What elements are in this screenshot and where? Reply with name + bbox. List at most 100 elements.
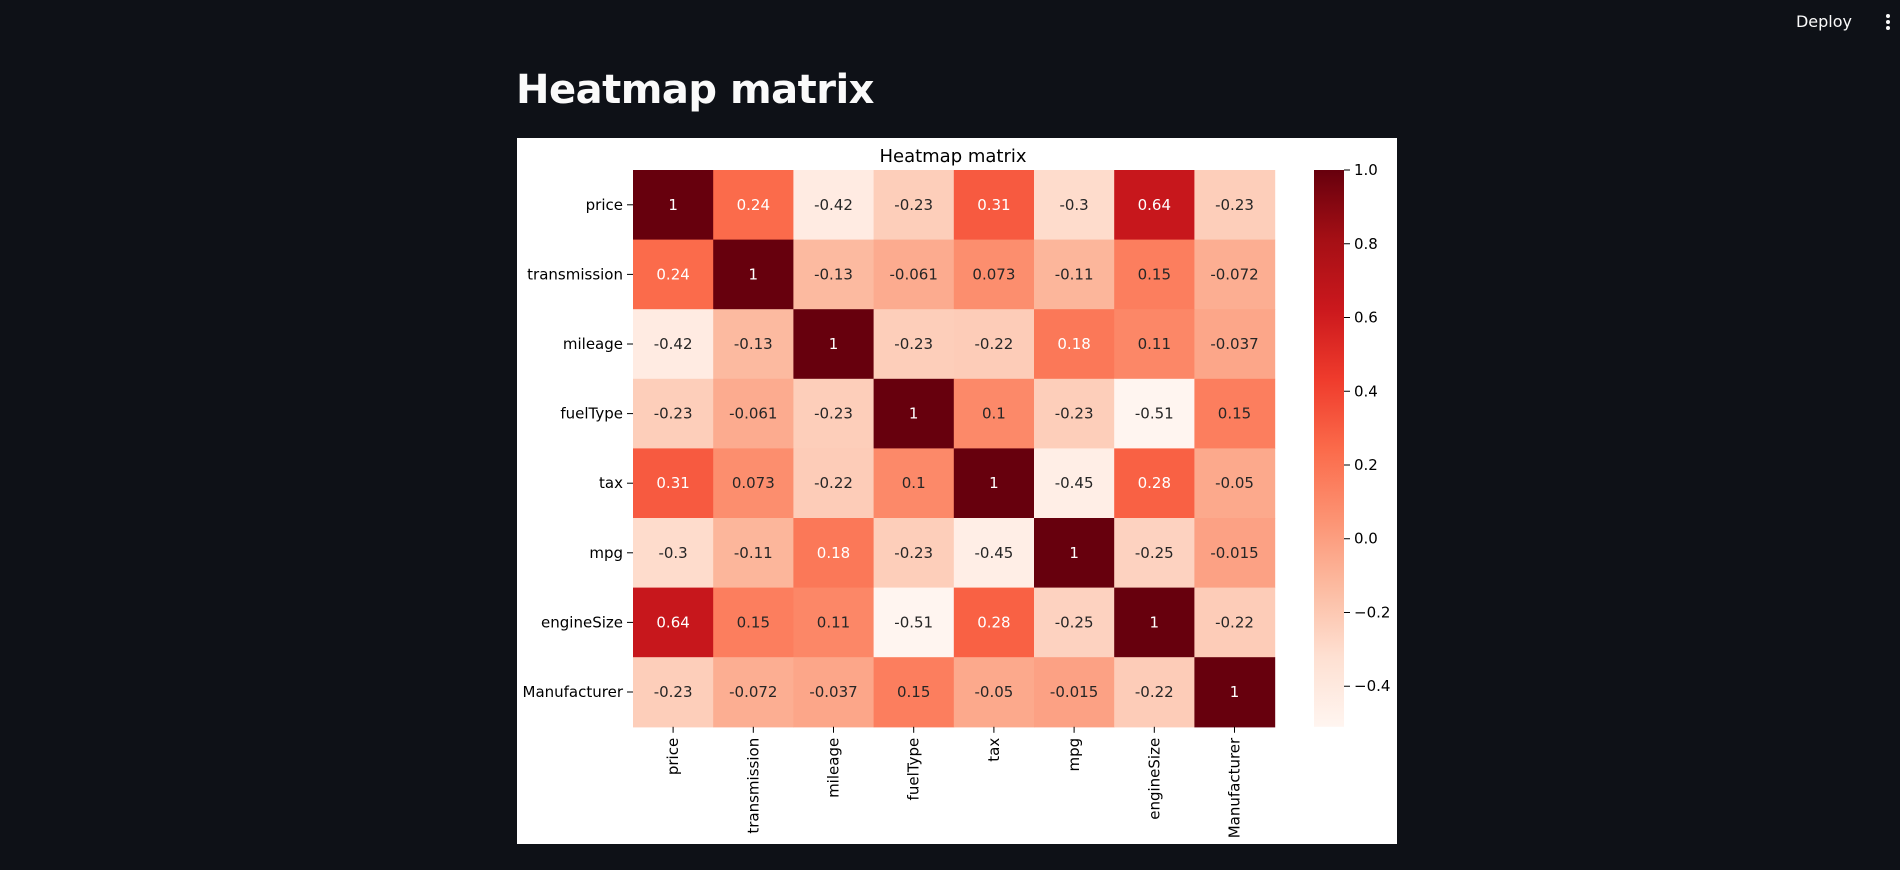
colorbar-tick-label: 0.2 (1354, 456, 1378, 474)
cell-value-label: -0.11 (734, 544, 773, 562)
heatmap-cell-transmission-fuelType (873, 239, 955, 310)
cell-value-label: 0.18 (1057, 335, 1090, 353)
heatmap-cell-tax-transmission (713, 448, 794, 519)
heatmap-cell-Manufacturer-price (633, 657, 714, 728)
cell-value-label: -0.072 (1210, 265, 1258, 283)
cell-value-label: 1 (749, 265, 759, 283)
cell-value-label: -0.23 (894, 544, 933, 562)
y-tick-label: Manufacturer (523, 683, 624, 701)
heatmap-cell-engineSize-fuelType (873, 587, 955, 658)
heatmap-cell-engineSize-tax (953, 587, 1035, 658)
cell-value-label: -0.037 (1210, 335, 1258, 353)
heatmap-cell-transmission-transmission (713, 239, 794, 310)
heatmap-cell-engineSize-Manufacturer (1194, 587, 1276, 658)
cell-value-label: -0.45 (974, 544, 1013, 562)
cell-value-label: -0.3 (658, 544, 687, 562)
cell-value-label: 0.18 (817, 544, 850, 562)
colorbar-tick-label: 1.0 (1354, 161, 1378, 179)
cell-value-label: -0.037 (809, 683, 857, 701)
heatmap-cell-mpg-engineSize (1114, 518, 1195, 589)
cell-value-label: 0.64 (1138, 196, 1171, 214)
cell-value-label: 0.28 (1138, 474, 1171, 492)
cell-value-label: 0.31 (977, 196, 1010, 214)
heatmap-cell-engineSize-transmission (713, 587, 794, 658)
heatmap-cell-mileage-mpg (1034, 309, 1115, 380)
heatmap-cell-mpg-tax (953, 518, 1035, 589)
colorbar-tick-label: −0.4 (1354, 677, 1390, 695)
heatmap-cell-Manufacturer-transmission (713, 657, 794, 728)
heatmap-cell-fuelType-tax (953, 378, 1035, 449)
cell-value-label: 0.073 (732, 474, 775, 492)
heatmap-cell-engineSize-mileage (793, 587, 875, 658)
cell-value-label: -0.23 (1055, 405, 1094, 423)
heatmap-cell-fuelType-engineSize (1114, 378, 1195, 449)
cell-value-label: 0.24 (656, 265, 689, 283)
heatmap-cell-tax-Manufacturer (1194, 448, 1276, 519)
colorbar-tick-label: 0.0 (1354, 530, 1378, 548)
cell-value-label: 0.15 (737, 613, 770, 631)
heatmap-cell-mileage-engineSize (1114, 309, 1195, 380)
heatmap-chart: Heatmap matrix 1 0.24 -0.42 -0.23 0.31 -0.3 0.… (523, 146, 1391, 838)
cell-value-label: -0.13 (814, 265, 853, 283)
heatmap-cell-price-fuelType (873, 170, 955, 241)
heatmap-cell-mpg-mpg (1034, 518, 1115, 589)
cell-value-label: 0.28 (977, 613, 1010, 631)
heatmap-cell-tax-tax (953, 448, 1035, 519)
y-tick-label: price (586, 196, 623, 214)
heatmap-cell-tax-engineSize (1114, 448, 1195, 519)
heatmap-cell-mpg-Manufacturer (1194, 518, 1276, 589)
deploy-button[interactable]: Deploy (1795, 12, 1852, 31)
cell-value-label: -0.061 (890, 265, 938, 283)
cell-value-label: 0.15 (1138, 265, 1171, 283)
x-tick-label: price (664, 738, 682, 775)
heatmap-cell-mileage-transmission (713, 309, 794, 380)
cell-value-label: 1 (668, 196, 678, 214)
kebab-menu-icon[interactable] (1882, 12, 1894, 32)
y-tick-label: transmission (527, 265, 623, 283)
cell-value-label: 0.073 (972, 265, 1015, 283)
heatmap-cell-Manufacturer-engineSize (1114, 657, 1195, 728)
x-tick-label: tax (985, 738, 1003, 762)
heatmap-cell-fuelType-price (633, 378, 714, 449)
cell-value-label: -0.42 (814, 196, 853, 214)
cell-value-label: -0.23 (894, 196, 933, 214)
cell-value-label: -0.42 (654, 335, 693, 353)
heatmap-cell-tax-price (633, 448, 714, 519)
heatmap-cell-mpg-mileage (793, 518, 875, 589)
y-tick-label: engineSize (541, 613, 623, 631)
heatmap-cell-mileage-tax (953, 309, 1035, 380)
heatmap-cell-fuelType-Manufacturer (1194, 378, 1276, 449)
cell-value-label: -0.11 (1055, 265, 1094, 283)
cell-value-label: -0.51 (1135, 405, 1174, 423)
cell-value-label: 0.11 (1138, 335, 1171, 353)
heatmap-cell-fuelType-transmission (713, 378, 794, 449)
heatmap-cell-mileage-fuelType (873, 309, 955, 380)
heatmap-cell-mpg-fuelType (873, 518, 955, 589)
heatmap-cell-fuelType-fuelType (873, 378, 955, 449)
heatmap-cell-fuelType-mileage (793, 378, 875, 449)
heatmap-cell-mileage-mileage (793, 309, 875, 380)
heatmap-cell-engineSize-price (633, 587, 714, 658)
cell-value-label: 1 (909, 405, 919, 423)
heatmap-cell-Manufacturer-Manufacturer (1194, 657, 1276, 728)
x-tick-label: Manufacturer (1226, 737, 1244, 838)
y-tick-label: mpg (589, 544, 623, 562)
y-tick-label: mileage (563, 335, 623, 353)
heatmap-cell-Manufacturer-mileage (793, 657, 875, 728)
cell-value-label: -0.51 (894, 613, 933, 631)
heatmap-cell-tax-mileage (793, 448, 875, 519)
cell-value-label: 1 (829, 335, 839, 353)
heatmap-cell-transmission-mileage (793, 239, 875, 310)
colorbar-tick-label: 0.8 (1354, 235, 1378, 253)
cell-value-label: -0.061 (729, 405, 777, 423)
chart-title: Heatmap matrix (879, 146, 1026, 167)
cell-value-label: 0.15 (1218, 405, 1251, 423)
heatmap-cell-Manufacturer-tax (953, 657, 1035, 728)
cell-value-label: -0.22 (814, 474, 853, 492)
colorbar-tick-label: 0.4 (1354, 382, 1378, 400)
heatmap-cell-price-mileage (793, 170, 875, 241)
colorbar-tick-label: 0.6 (1354, 309, 1378, 327)
cell-value-label: -0.05 (1215, 474, 1254, 492)
cell-value-label: -0.22 (974, 335, 1013, 353)
heatmap-cell-transmission-price (633, 239, 714, 310)
